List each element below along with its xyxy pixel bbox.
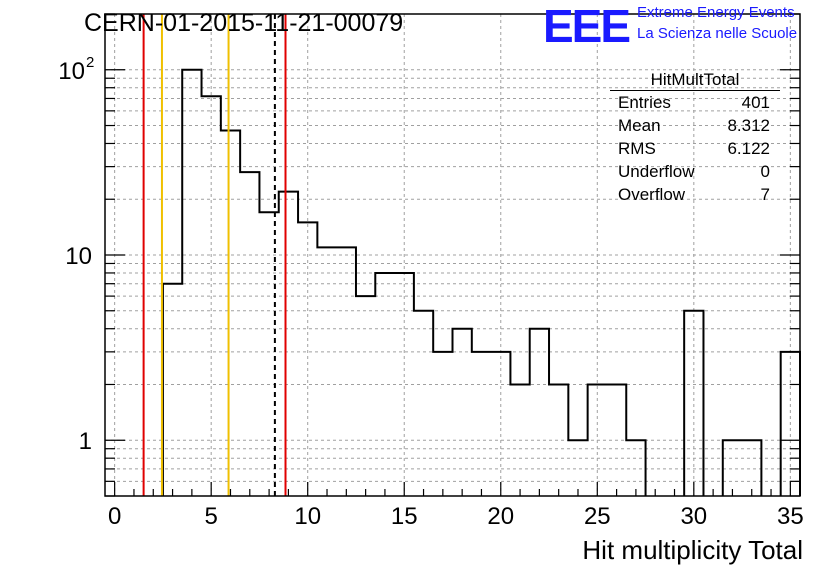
- histogram-bin: [356, 296, 375, 496]
- y-tick-exponent: 2: [86, 54, 94, 71]
- stats-value: 401: [741, 93, 770, 112]
- histogram-bin: [240, 172, 259, 496]
- eee-logo: EEE: [543, 0, 631, 52]
- stats-value: 8.312: [727, 116, 770, 135]
- histogram-bin: [453, 329, 472, 496]
- histogram-bin: [337, 247, 356, 496]
- stats-value: 6.122: [727, 139, 770, 158]
- stats-row-overflow: Overflow 7: [610, 183, 780, 206]
- x-axis-label: Hit multiplicity Total: [582, 535, 803, 565]
- logo-subtitle-2: La Scienza nelle Scuole: [637, 25, 798, 42]
- run-title: CERN-01-2015-11-21-00079: [84, 9, 404, 37]
- histogram-bin: [182, 70, 201, 496]
- stats-label: Entries: [618, 93, 671, 112]
- y-tick-label: 10: [65, 243, 92, 270]
- x-tick-label: 0: [108, 503, 121, 530]
- stats-label: Underflow: [618, 162, 695, 181]
- histogram-bin: [163, 284, 182, 496]
- histogram-bin: [221, 131, 240, 496]
- x-tick-labels: 0 5 10 15 20 25 30 35: [108, 503, 804, 530]
- histogram-bin: [742, 440, 761, 496]
- stats-label: Overflow: [618, 185, 686, 204]
- histogram-bin: [279, 192, 298, 496]
- y-tick-label: 10: [58, 58, 85, 85]
- histogram-bin: [375, 273, 394, 496]
- logo-subtitle-1: Extreme Energy Events: [637, 4, 795, 21]
- histogram-bin: [395, 273, 414, 496]
- stats-row-entries: Entries 401: [610, 91, 780, 114]
- stats-title: HitMultTotal: [610, 70, 780, 91]
- stats-row-underflow: Underflow 0: [610, 160, 780, 183]
- x-tick-label: 5: [205, 503, 218, 530]
- x-tick-label: 15: [391, 503, 418, 530]
- histogram: [161, 68, 801, 496]
- x-tick-label: 30: [680, 503, 707, 530]
- x-tick-label: 20: [487, 503, 514, 530]
- stats-label: Mean: [618, 116, 661, 135]
- marker-lines: [142, 14, 287, 496]
- stats-value: 0: [760, 162, 770, 181]
- axis-ticks: [105, 13, 800, 497]
- histogram-bin: [568, 440, 587, 496]
- histogram-outline: [161, 68, 801, 496]
- x-tick-label: 35: [777, 503, 804, 530]
- histogram-bin: [414, 311, 433, 496]
- y-tick-label: 1: [79, 428, 92, 455]
- stats-label: RMS: [618, 139, 656, 158]
- x-tick-label: 25: [584, 503, 611, 530]
- histogram-bin: [317, 247, 336, 496]
- histogram-bin: [472, 352, 491, 496]
- stats-value: 7: [760, 185, 770, 204]
- stats-row-mean: Mean 8.312: [610, 114, 780, 137]
- stats-row-rms: RMS 6.122: [610, 137, 780, 160]
- histogram-bin: [433, 352, 452, 496]
- x-tick-label: 10: [294, 503, 321, 530]
- histogram-bin: [530, 329, 549, 496]
- stats-box: HitMultTotal Entries 401 Mean 8.312 RMS 6.1…: [610, 70, 780, 206]
